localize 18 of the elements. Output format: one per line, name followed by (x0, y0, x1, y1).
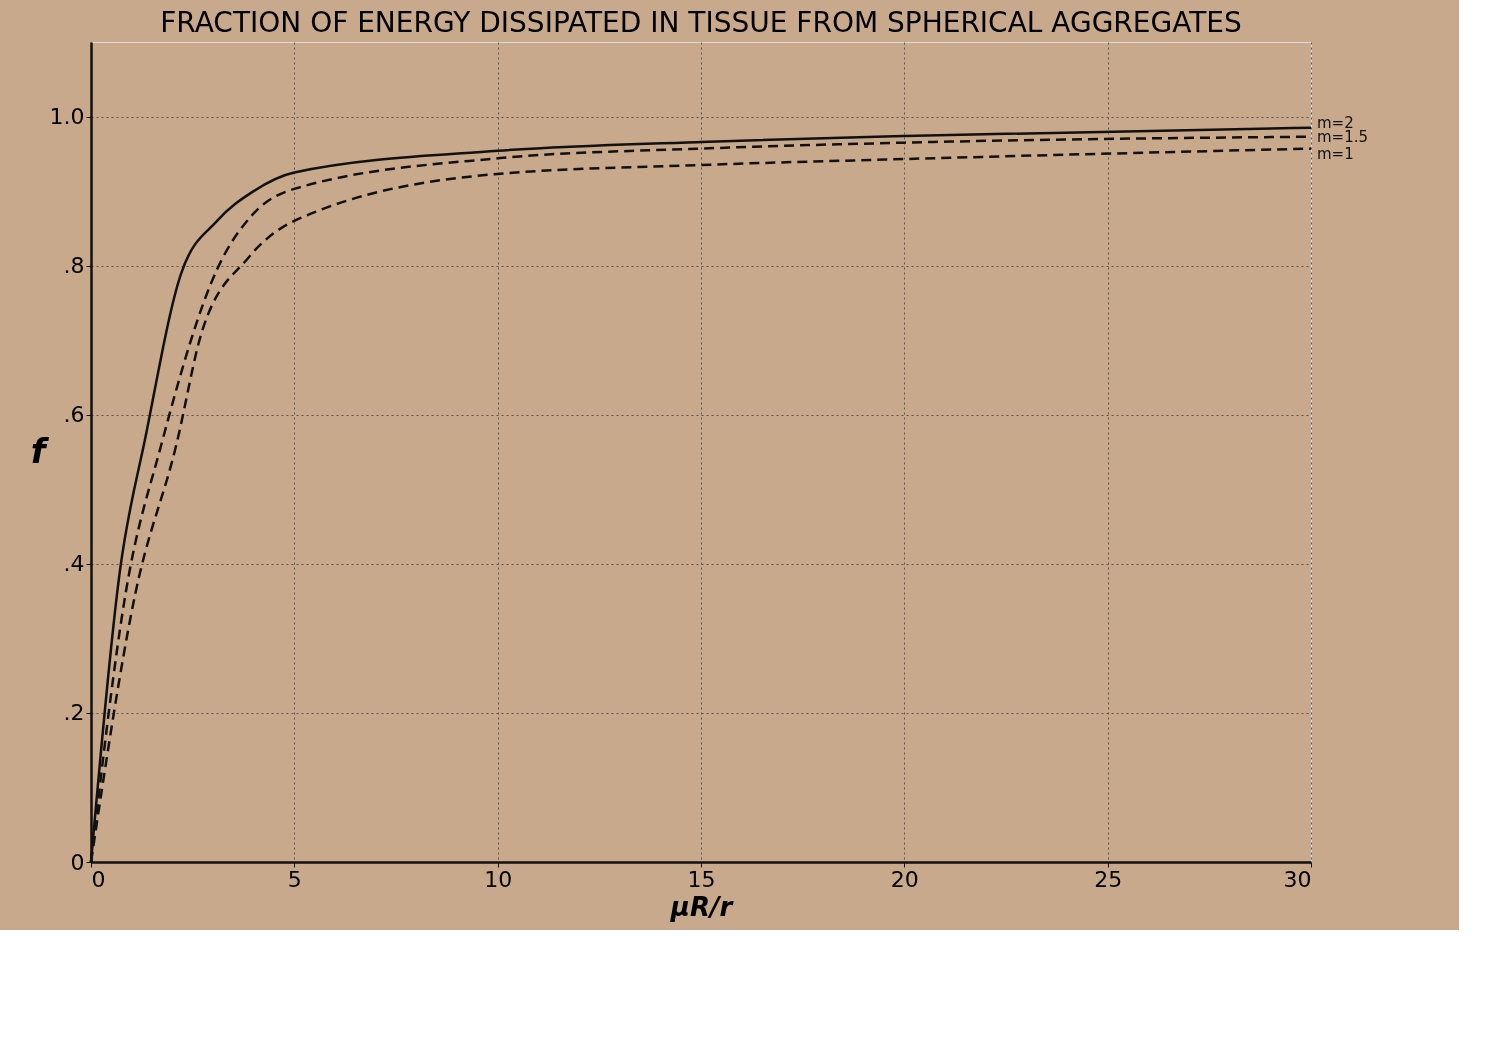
x-tick-label: 20 (890, 866, 919, 892)
x-axis-title: μR/r (669, 891, 735, 922)
x-tick-label: 30 (1283, 866, 1312, 892)
x-tick-label: 15 (687, 866, 716, 892)
series-label: m=1.5 (1317, 127, 1369, 146)
x-tick-label: 0 (91, 866, 106, 892)
y-tick-label: .2 (63, 700, 85, 726)
y-tick-label: 1.0 (49, 104, 85, 130)
chart-title: FRACTION OF ENERGY DISSIPATED IN TISSUE FROM SPHERICAL AGGREGATES (160, 6, 1242, 39)
y-tick-label: .8 (63, 253, 85, 279)
x-tick-label: 25 (1094, 866, 1123, 892)
y-tick-label: 0 (70, 849, 85, 875)
series-label: m=1 (1317, 144, 1354, 163)
x-tick-label: 10 (484, 866, 513, 892)
x-tick-label: 5 (287, 866, 302, 892)
y-tick-label: .4 (63, 551, 85, 577)
y-axis-title: f (30, 430, 50, 471)
y-tick-label: .6 (63, 402, 85, 428)
